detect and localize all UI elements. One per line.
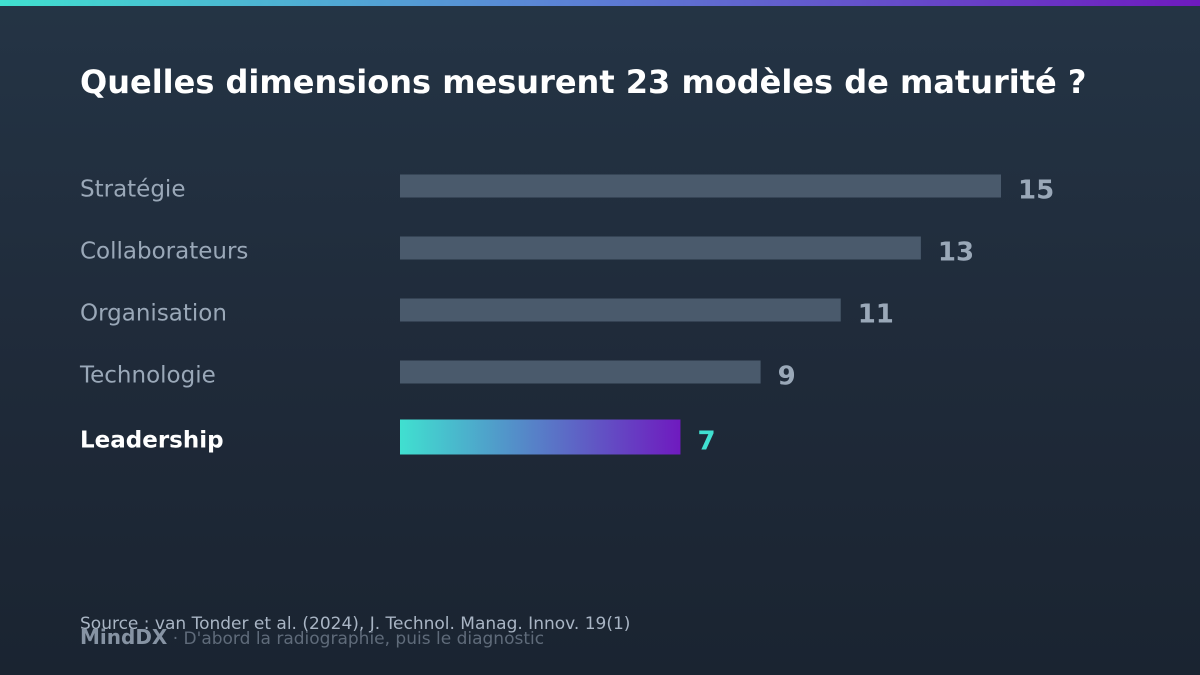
bar-leadership [400,419,681,455]
value-label-collaborateurs: 13 [938,238,974,268]
bar-organisation [400,298,841,322]
bar-technologie [400,360,761,384]
top-accent-bar [0,0,1200,6]
category-label-leadership: Leadership [80,428,224,454]
brand-name: MindDX [80,625,168,649]
value-label-organisation: 11 [858,300,894,330]
value-label-technologie: 9 [778,362,796,392]
value-label-leadership: 7 [697,427,715,457]
bar-strategie [400,174,1001,198]
chart-title: Quelles dimensions mesurent 23 modèles d… [80,63,1087,101]
category-label-organisation: Organisation [80,301,227,327]
category-label-collaborateurs: Collaborateurs [80,239,248,265]
bar-chart: Stratégie 15 Collaborateurs 13 Organisation 1… [79,174,1054,457]
bar-collaborateurs [400,236,921,260]
category-label-strategie: Stratégie [80,177,185,203]
footer: MindDX · D'abord la radiographie, puis l… [80,624,544,652]
category-label-technologie: Technologie [79,363,216,389]
brand-tagline: · D'abord la radiographie, puis le diagn… [167,629,545,649]
value-label-strategie: 15 [1018,176,1054,206]
source-note: Source : van Tonder et al. (2024), J. Te… [80,614,631,634]
